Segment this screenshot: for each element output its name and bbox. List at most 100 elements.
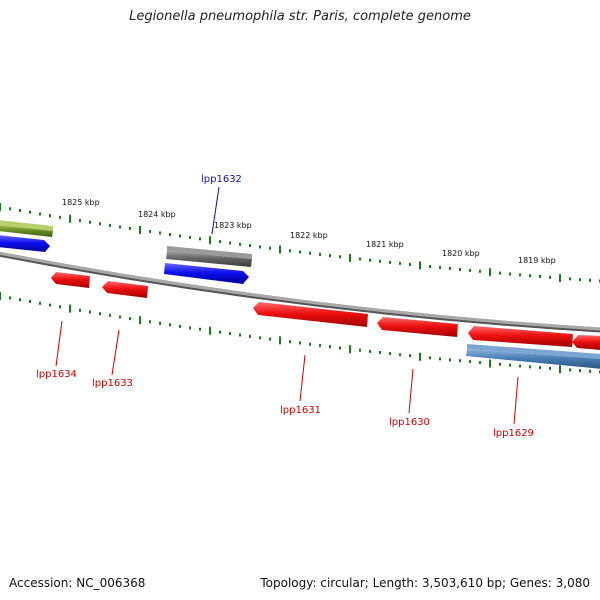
minor-tick bbox=[399, 261, 401, 265]
scale-label: 1822 kbp bbox=[290, 231, 328, 240]
minor-tick bbox=[129, 317, 131, 321]
minor-tick bbox=[439, 266, 441, 269]
minor-tick bbox=[569, 368, 571, 372]
major-tick bbox=[489, 268, 491, 277]
minor-tick bbox=[319, 252, 321, 256]
gene-label-lpp1632[interactable]: lpp1632 bbox=[201, 174, 242, 185]
major-tick bbox=[0, 292, 1, 300]
major-tick bbox=[279, 336, 281, 345]
gene-label-lpp1633[interactable]: lpp1633 bbox=[92, 378, 133, 389]
minor-tick bbox=[19, 298, 21, 302]
minor-tick bbox=[179, 324, 181, 328]
minor-tick bbox=[149, 320, 151, 324]
minor-tick bbox=[169, 323, 171, 327]
minor-tick bbox=[439, 357, 441, 361]
gene-feature-lpp1633[interactable] bbox=[102, 281, 148, 298]
major-tick bbox=[139, 226, 141, 234]
scale-labels: 1825 kbp 1824 kbp 1823 kbp 1822 kbp 1821… bbox=[62, 198, 556, 265]
scale-label: 1821 kbp bbox=[366, 240, 404, 249]
gene-feature-lpp1630[interactable] bbox=[377, 317, 458, 337]
minor-tick bbox=[249, 244, 251, 248]
scale-label: 1825 kbp bbox=[62, 198, 100, 207]
minor-tick bbox=[449, 358, 451, 362]
minor-tick bbox=[89, 220, 91, 224]
gene-label-lpp1634[interactable]: lpp1634 bbox=[36, 369, 77, 380]
scale-label: 1824 kbp bbox=[138, 210, 176, 219]
minor-tick bbox=[549, 275, 551, 279]
minor-tick bbox=[309, 342, 311, 346]
minor-tick bbox=[369, 258, 371, 262]
scale-ticks-outer bbox=[0, 203, 600, 283]
minor-tick bbox=[459, 268, 461, 271]
gene-feature-lpp1629[interactable] bbox=[468, 326, 573, 347]
minor-tick bbox=[409, 354, 411, 358]
minor-tick bbox=[159, 321, 161, 325]
minor-tick bbox=[379, 351, 381, 354]
minor-tick bbox=[359, 257, 361, 261]
gene-feature-lpp1631[interactable] bbox=[253, 302, 368, 327]
genome-summary-text: Topology: circular; Length: 3,503,610 bp… bbox=[260, 576, 590, 590]
label-leader-lines bbox=[55, 186, 519, 425]
minor-tick bbox=[59, 305, 61, 309]
major-tick bbox=[279, 245, 281, 254]
minor-tick bbox=[39, 212, 41, 216]
minor-tick bbox=[9, 296, 11, 300]
minor-tick bbox=[329, 345, 331, 349]
major-tick bbox=[349, 253, 351, 262]
gene-labels: lpp1632 lpp1634 lpp1633 lpp1631 lpp1630 … bbox=[36, 174, 534, 439]
minor-tick bbox=[259, 336, 261, 340]
gene-feature-steelblue[interactable] bbox=[466, 344, 600, 369]
major-tick bbox=[419, 261, 421, 270]
minor-tick bbox=[369, 349, 371, 353]
major-tick bbox=[349, 345, 351, 354]
minor-tick bbox=[539, 366, 541, 370]
minor-tick bbox=[289, 340, 291, 344]
minor-tick bbox=[219, 330, 221, 334]
minor-tick bbox=[569, 277, 571, 281]
minor-tick bbox=[509, 363, 511, 367]
minor-tick bbox=[89, 310, 91, 314]
minor-tick bbox=[19, 209, 21, 212]
major-tick bbox=[69, 304, 71, 313]
gene-label-lpp1629[interactable]: lpp1629 bbox=[493, 428, 534, 439]
gene-feature-gray[interactable] bbox=[166, 246, 252, 267]
minor-tick bbox=[579, 369, 581, 373]
minor-tick bbox=[259, 245, 261, 249]
major-tick bbox=[0, 203, 1, 211]
minor-tick bbox=[99, 312, 101, 316]
gene-feature-lpp1632[interactable] bbox=[164, 263, 249, 284]
minor-tick bbox=[339, 346, 341, 350]
minor-tick bbox=[429, 356, 431, 360]
major-tick bbox=[209, 326, 211, 335]
minor-tick bbox=[509, 272, 511, 276]
minor-tick bbox=[479, 361, 481, 365]
gene-label-lpp1631[interactable]: lpp1631 bbox=[280, 405, 321, 416]
gene-feature-lpp1634[interactable] bbox=[51, 272, 90, 288]
minor-tick bbox=[239, 333, 241, 337]
gene-label-lpp1630[interactable]: lpp1630 bbox=[389, 417, 430, 428]
minor-tick bbox=[329, 254, 331, 258]
minor-tick bbox=[39, 301, 41, 305]
minor-tick bbox=[29, 300, 31, 303]
minor-tick bbox=[479, 269, 481, 273]
scale-ticks-inner bbox=[0, 292, 600, 374]
minor-tick bbox=[149, 230, 151, 233]
minor-tick bbox=[199, 327, 201, 331]
minor-tick bbox=[499, 362, 501, 366]
gene-feature-blue[interactable] bbox=[0, 235, 50, 252]
major-tick bbox=[69, 214, 71, 223]
minor-tick bbox=[359, 348, 361, 352]
minor-tick bbox=[539, 275, 541, 278]
minor-tick bbox=[49, 303, 51, 307]
minor-tick bbox=[239, 242, 241, 246]
minor-tick bbox=[519, 273, 521, 277]
gene-feature-olive[interactable] bbox=[0, 220, 53, 237]
minor-tick bbox=[229, 332, 231, 336]
accession-text: Accession: NC_006368 bbox=[9, 576, 146, 590]
minor-tick bbox=[529, 274, 531, 278]
minor-tick bbox=[299, 250, 301, 254]
genome-backbone bbox=[0, 251, 600, 331]
gene-feature-red-edge[interactable] bbox=[572, 335, 600, 350]
minor-tick bbox=[169, 233, 171, 236]
